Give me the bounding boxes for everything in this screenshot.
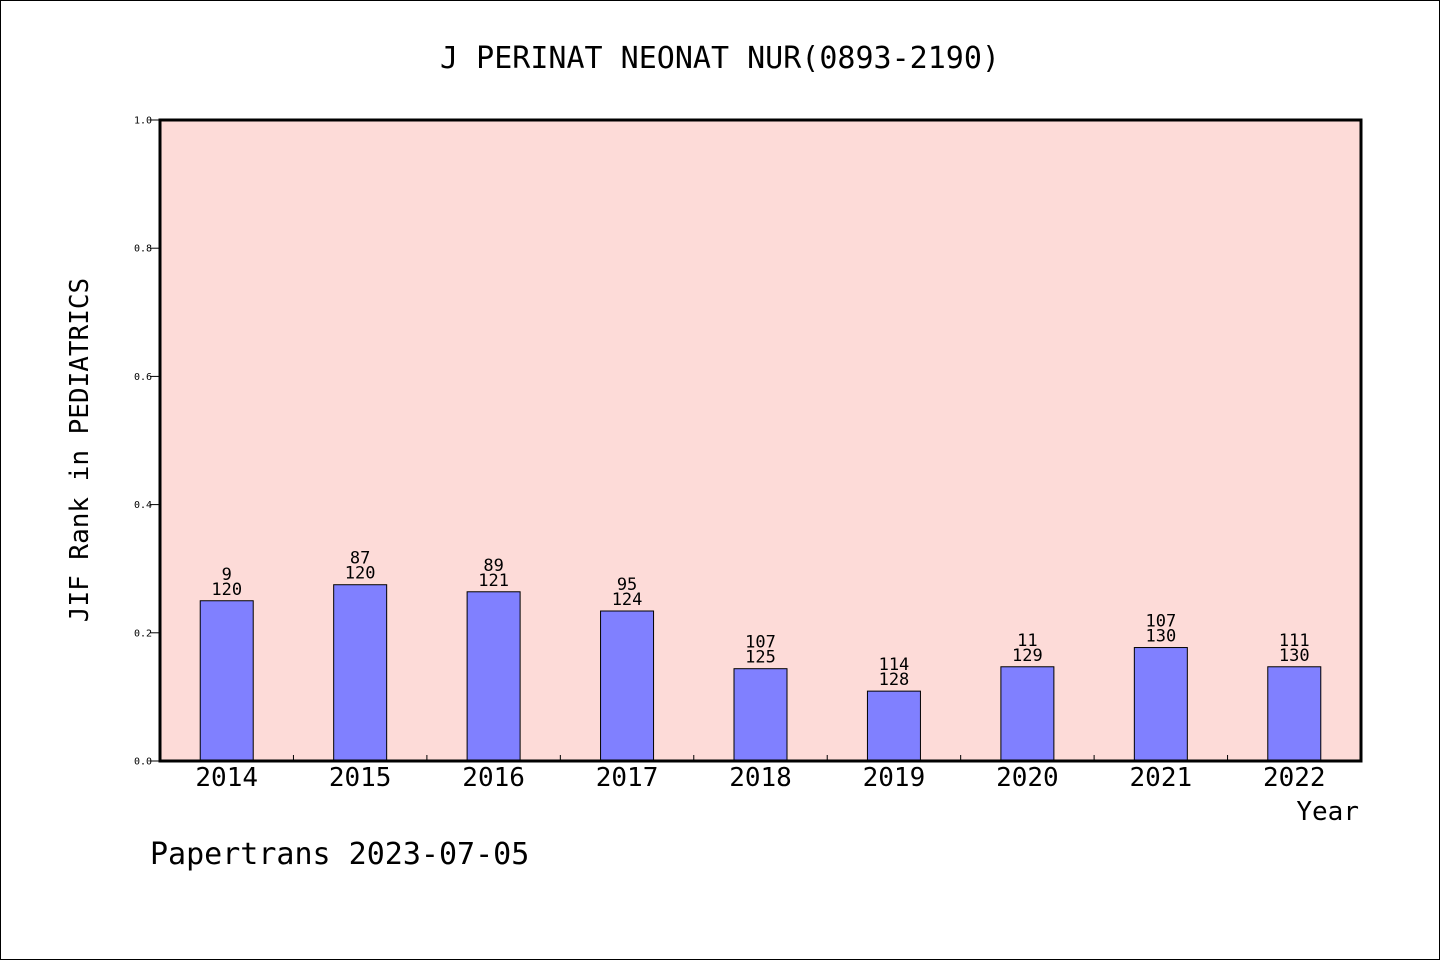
bar-2016 — [466, 591, 521, 762]
bar-total-label: 130 — [1145, 627, 1176, 647]
bar-rank-label: 114 — [879, 655, 910, 675]
bar-rank-label: 107 — [1145, 612, 1176, 632]
bar-total-label: 124 — [612, 590, 643, 610]
bar-2015 — [333, 584, 388, 762]
bar-2022 — [1267, 666, 1322, 762]
bar-total-label: 125 — [745, 648, 776, 668]
bar-2018 — [733, 668, 788, 762]
x-tick-label: 2015 — [329, 763, 392, 793]
plot-border — [158, 118, 1363, 763]
x-tick-label: 2016 — [462, 763, 525, 793]
bar-2017 — [600, 610, 655, 762]
y-tick-label: 0.2 — [134, 628, 152, 639]
bar-2021 — [1133, 647, 1188, 762]
footer-watermark: Papertrans 2023-07-05 — [150, 837, 529, 872]
x-axis-label: Year — [1296, 797, 1359, 827]
bar-rank-label: 111 — [1279, 631, 1310, 651]
x-tick-label: 2021 — [1130, 763, 1193, 793]
bar-rank-label: 87 — [350, 549, 370, 569]
bar-2020 — [1000, 666, 1055, 762]
bar-rank-label: 11 — [1017, 631, 1037, 651]
x-axis-ticks: 2014 2015 2016 2017 2018 2019 2020 2021 2022 — [195, 755, 1326, 793]
y-tick-label: 0.6 — [134, 372, 152, 383]
x-tick-label: 2022 — [1263, 763, 1326, 793]
bar-total-label: 128 — [879, 670, 910, 690]
bar-total-label: 120 — [211, 580, 242, 600]
y-tick-label: 1.0 — [134, 116, 152, 127]
x-tick-label: 2019 — [863, 763, 926, 793]
bar-2019 — [866, 690, 921, 762]
bar-rank-label: 95 — [617, 575, 637, 595]
bars-layer — [199, 584, 1322, 762]
x-tick-label: 2017 — [596, 763, 659, 793]
bar-rank-label: 9 — [222, 565, 232, 585]
x-tick-label: 2018 — [729, 763, 792, 793]
y-tick-label: 0.4 — [134, 500, 152, 511]
x-tick-label: 2014 — [195, 763, 258, 793]
chart-title: J PERINAT NEONAT NUR(0893-2190) — [440, 41, 1000, 76]
bar-total-label: 130 — [1279, 646, 1310, 666]
bar-total-label: 129 — [1012, 646, 1043, 666]
y-tick-label: 0.0 — [134, 757, 152, 768]
x-tick-label: 2020 — [996, 763, 1059, 793]
bar-total-label: 120 — [345, 564, 376, 584]
bar-rank-label: 89 — [483, 556, 503, 576]
y-axis-label: JIF Rank in PEDIATRICS — [65, 278, 95, 622]
bar-2014 — [199, 600, 254, 762]
bar-total-label: 121 — [478, 571, 509, 591]
y-tick-label: 0.8 — [134, 244, 152, 255]
y-axis-ticks: 0.0 0.2 0.4 0.6 0.8 1.0 — [134, 116, 160, 768]
bar-rank-label: 107 — [745, 633, 776, 653]
